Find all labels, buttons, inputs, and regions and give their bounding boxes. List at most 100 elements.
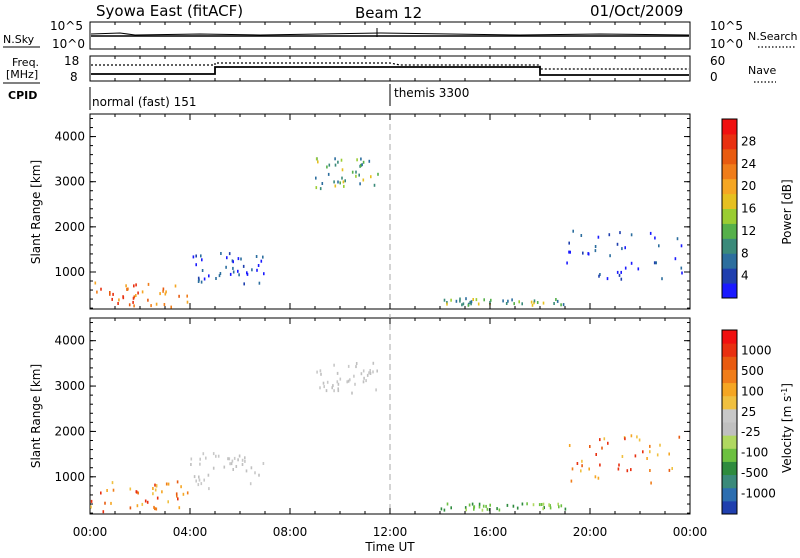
- data-cell: [232, 270, 235, 274]
- data-cell: [135, 294, 137, 297]
- data-cell: [468, 503, 471, 507]
- data-cell: [167, 482, 170, 486]
- data-cell: [473, 505, 476, 509]
- data-cell: [459, 299, 461, 303]
- data-cell: [118, 298, 120, 302]
- data-cell: [154, 488, 157, 492]
- colorbar-swatch: [722, 395, 737, 410]
- data-cell: [155, 484, 158, 488]
- colorbar-swatch: [722, 133, 737, 150]
- data-cell: [599, 438, 601, 442]
- colorbar-swatch: [722, 435, 737, 449]
- data-cell: [238, 273, 240, 277]
- data-cell: [582, 251, 584, 255]
- data-cell: [549, 504, 551, 508]
- data-cell: [568, 241, 570, 245]
- data-cell: [112, 292, 114, 296]
- data-cell: [359, 182, 361, 186]
- x-tick-label: 00:00: [673, 525, 708, 539]
- data-cell: [649, 231, 652, 235]
- nsearch-tick-top: 10^5: [710, 19, 743, 33]
- data-cell: [250, 466, 253, 470]
- data-cell: [636, 435, 638, 439]
- data-cell: [257, 264, 260, 267]
- data-cell: [362, 178, 365, 182]
- data-cell: [564, 507, 567, 511]
- data-cell: [566, 261, 568, 265]
- data-cell: [112, 488, 115, 492]
- beam-title: Beam 12: [355, 4, 422, 22]
- data-cell: [207, 473, 210, 477]
- data-cell: [344, 179, 346, 183]
- data-cell: [549, 506, 552, 510]
- data-cell: [609, 254, 611, 258]
- data-cell: [555, 298, 557, 301]
- data-cell: [572, 229, 574, 233]
- data-cell: [469, 300, 471, 304]
- data-cell: [542, 507, 544, 511]
- data-cell: [334, 184, 337, 188]
- data-cell: [653, 261, 656, 265]
- colorbar-swatch: [722, 178, 737, 195]
- data-cell: [365, 379, 367, 383]
- data-cell: [470, 300, 473, 304]
- data-cell: [109, 291, 111, 294]
- data-cell: [543, 506, 545, 510]
- data-cell: [355, 170, 357, 174]
- velocity-panel: 1000 2000 3000 4000 Slant Range [km]: [29, 317, 691, 515]
- data-cell: [376, 369, 378, 373]
- data-cell: [182, 492, 185, 496]
- data-cell: [154, 483, 156, 487]
- velocity-ylabel: Slant Range [km]: [29, 364, 43, 468]
- data-cell: [482, 504, 485, 508]
- data-cell: [199, 462, 201, 466]
- data-cell: [240, 257, 242, 261]
- data-cell: [197, 276, 200, 280]
- data-cell: [355, 362, 358, 365]
- data-cell: [478, 505, 481, 509]
- data-cell: [353, 374, 355, 378]
- data-cell: [223, 465, 226, 469]
- colorbar-swatch: [722, 330, 737, 344]
- data-cell: [658, 244, 660, 248]
- data-cell: [569, 250, 571, 254]
- data-cell: [668, 452, 670, 456]
- data-cell: [346, 380, 348, 384]
- data-cell: [637, 267, 640, 271]
- colorbar-tick-label: 24: [741, 157, 756, 171]
- power-ylabel: Slant Range [km]: [29, 160, 43, 264]
- data-cell: [470, 302, 472, 306]
- data-cell: [237, 257, 240, 261]
- data-cell: [377, 172, 379, 176]
- data-cell: [141, 290, 144, 294]
- y-tick-label: 4000: [54, 334, 85, 348]
- data-cell: [258, 473, 260, 477]
- colorbar-tick-label: 1000: [741, 343, 772, 357]
- data-cell: [217, 454, 220, 458]
- data-cell: [587, 252, 590, 256]
- data-cell: [190, 463, 192, 466]
- data-cell: [327, 172, 330, 176]
- data-cell: [238, 454, 241, 458]
- data-cell: [507, 299, 509, 303]
- data-cell: [560, 504, 563, 508]
- freq-tick-bottom: 8: [70, 70, 78, 84]
- data-cell: [616, 270, 619, 274]
- data-cell: [325, 389, 328, 393]
- data-cell: [618, 463, 620, 467]
- data-cell: [246, 271, 248, 275]
- data-cell: [363, 376, 365, 380]
- data-cell: [634, 454, 637, 458]
- data-cell: [594, 475, 597, 479]
- data-cell: [624, 246, 626, 250]
- data-cell: [465, 297, 467, 301]
- data-cell: [621, 247, 623, 251]
- colorbar-swatch: [722, 238, 737, 254]
- data-cell: [370, 175, 372, 179]
- data-cell: [333, 389, 335, 393]
- cpid-mode-1: normal (fast) 151: [92, 95, 196, 109]
- data-cell: [337, 382, 340, 386]
- data-cell: [144, 499, 147, 503]
- data-cell: [616, 242, 619, 246]
- x-tick-label: 20:00: [573, 525, 608, 539]
